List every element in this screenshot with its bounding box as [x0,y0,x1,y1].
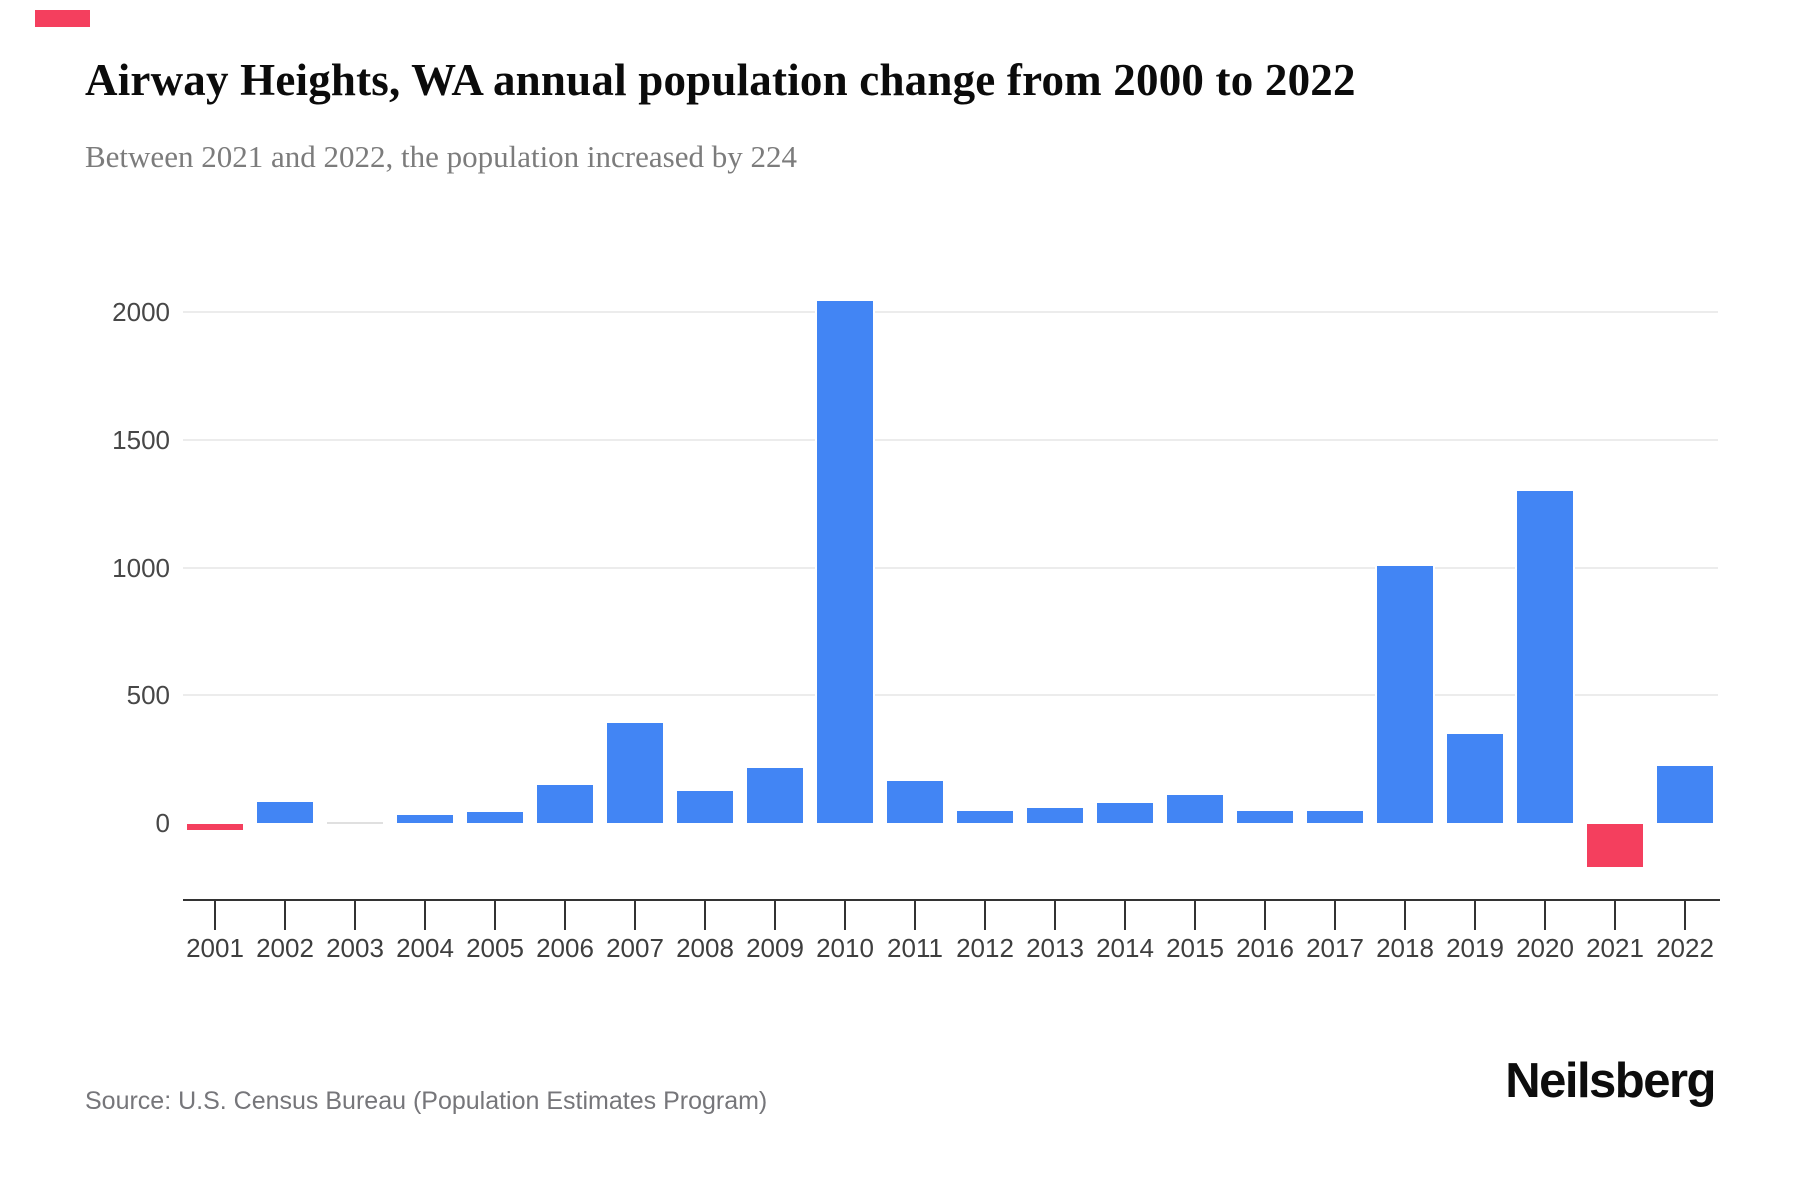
x-tick-2005 [494,901,496,930]
x-axis-label: 2021 [1586,933,1644,963]
x-axis-label: 2022 [1656,933,1714,963]
x-tick-2006 [564,901,566,930]
x-tick-2010 [844,901,846,930]
x-tick-2013 [1054,901,1056,930]
x-axis-label: 2015 [1166,933,1224,963]
x-axis-label: 2008 [676,933,734,963]
x-tick-2019 [1474,901,1476,930]
bar-2015 [1167,794,1223,823]
gridline-1500 [183,438,1718,441]
x-axis-label: 2019 [1446,933,1504,963]
y-axis-label: 0 [155,808,170,838]
bar-2006 [537,784,593,823]
x-axis-label: 2003 [326,933,384,963]
chart-subtitle: Between 2021 and 2022, the population in… [85,139,797,174]
bar-2022 [1657,765,1713,823]
bar-2008 [677,791,733,823]
x-tick-2014 [1124,901,1126,930]
x-axis-label: 2020 [1516,933,1574,963]
y-axis-label: 2000 [112,297,170,327]
bar-2003 [327,822,383,824]
bar-2018 [1377,566,1433,823]
bar-2014 [1097,803,1153,823]
brand-logo: Neilsberg [1505,1054,1716,1108]
x-axis-label: 2016 [1236,933,1294,963]
x-tick-2007 [634,901,636,930]
bar-2013 [1027,808,1083,823]
x-tick-2008 [704,901,706,930]
x-tick-2020 [1544,901,1546,930]
y-axis-label: 500 [126,680,170,711]
x-tick-2021 [1614,901,1616,930]
x-axis-label: 2004 [396,933,454,963]
x-axis-line [183,899,1720,901]
gridline-1000 [183,566,1718,569]
x-axis-label: 2010 [816,933,874,963]
x-axis-label: 2013 [1026,933,1084,963]
x-tick-2015 [1194,901,1196,930]
x-tick-2002 [284,901,286,930]
bar-2016 [1237,810,1293,823]
bar-2021 [1587,824,1643,868]
bar-2007 [607,723,663,823]
x-axis-label: 2014 [1096,933,1154,963]
chart-title: Airway Heights, WA annual population cha… [85,55,1356,105]
bar-2004 [397,815,453,823]
bar-2020 [1517,490,1573,823]
x-tick-2009 [774,901,776,930]
x-axis-label: 2011 [887,933,943,963]
gridline-2000 [183,311,1718,313]
bar-2011 [887,780,943,823]
bar-2010 [817,301,873,823]
x-tick-2022 [1684,901,1686,930]
x-axis-label: 2006 [536,933,594,963]
x-axis-label: 2001 [186,933,244,963]
x-axis-label: 2002 [256,933,314,963]
x-tick-2016 [1264,901,1266,930]
y-axis-label: 1000 [112,552,170,583]
x-tick-2017 [1334,901,1336,930]
x-axis-label: 2009 [746,933,804,963]
bar-2001 [187,824,243,831]
x-tick-2001 [214,901,216,930]
x-axis-label: 2012 [956,933,1014,963]
x-tick-2003 [354,901,356,930]
bar-2012 [957,810,1013,823]
x-axis-label: 2005 [466,933,524,963]
bar-2017 [1307,810,1363,823]
x-tick-2011 [914,901,916,930]
corner-marker [35,10,90,27]
x-tick-2004 [424,901,426,930]
x-axis-label: 2017 [1306,933,1364,963]
x-axis-label: 2018 [1376,933,1434,963]
bar-2002 [257,802,313,823]
x-tick-2012 [984,901,986,930]
bar-2009 [747,767,803,823]
y-axis-label: 1500 [112,424,170,455]
x-axis-label: 2007 [606,933,664,963]
source-text: Source: U.S. Census Bureau (Population E… [85,1087,768,1115]
gridline-500 [183,694,1718,697]
bar-2019 [1447,733,1503,823]
bar-2005 [467,812,523,823]
x-tick-2018 [1404,901,1406,930]
